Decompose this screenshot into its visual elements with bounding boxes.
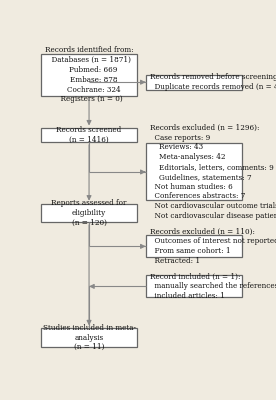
FancyBboxPatch shape — [41, 128, 137, 142]
Text: Record included (n = 1):
  manually searched the references of the
  included ar: Record included (n = 1): manually search… — [150, 272, 276, 300]
Text: Records screened
(n = 1416): Records screened (n = 1416) — [56, 126, 122, 144]
Text: Reports assessed for
eligibility
(n = 120): Reports assessed for eligibility (n = 12… — [51, 199, 127, 226]
Text: Records removed before screening:
  Duplicate records removed (n = 455): Records removed before screening: Duplic… — [150, 73, 276, 91]
FancyBboxPatch shape — [146, 275, 242, 298]
FancyBboxPatch shape — [41, 204, 137, 222]
FancyBboxPatch shape — [146, 235, 242, 258]
FancyBboxPatch shape — [41, 328, 137, 347]
Text: Records excluded (n = 1296):
  Case reports: 9
    Reviews: 43
    Meta-analyses: Records excluded (n = 1296): Case report… — [150, 124, 276, 220]
FancyBboxPatch shape — [41, 54, 137, 96]
FancyBboxPatch shape — [146, 75, 242, 90]
Text: Records identified from:
  Databases (n = 1871)
    Pubmed: 669
    Embase: 878
: Records identified from: Databases (n = … — [45, 46, 133, 104]
FancyBboxPatch shape — [146, 144, 242, 200]
Text: Studies included in meta-
analysis
(n = 11): Studies included in meta- analysis (n = … — [43, 324, 136, 351]
Text: Records excluded (n = 110):
  Outcomes of interest not reported: 108
  From same: Records excluded (n = 110): Outcomes of … — [150, 228, 276, 265]
